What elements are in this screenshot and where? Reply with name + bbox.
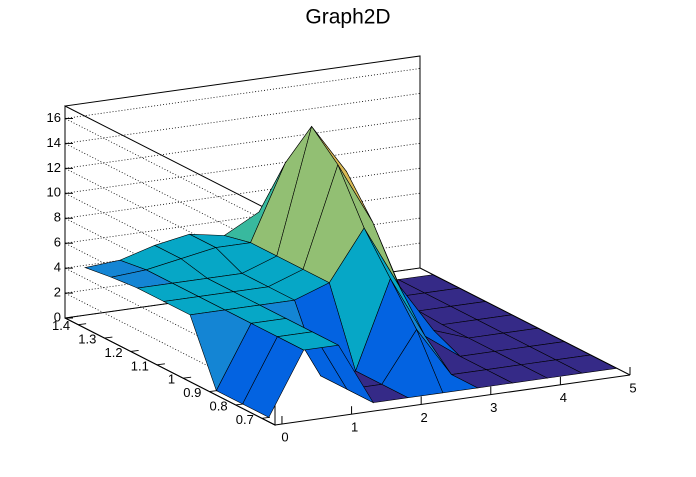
y-tick [78,323,87,326]
y-tick-label: 1.4 [52,318,70,333]
y-tick [209,390,218,393]
y-tick-label: 0.8 [210,398,228,413]
y-tick [183,376,192,379]
y-tick-label: 0.7 [236,412,254,427]
x-axis [274,374,631,426]
y-tick-label: 1.2 [105,345,123,360]
grid-line [64,68,421,119]
y-tick [235,403,244,406]
x-tick-label: 2 [421,410,428,425]
y-tick-label: 1.3 [78,332,96,347]
chart-title: Graph2D [305,6,390,29]
z-tick-label: 4 [54,260,61,275]
y-tick-label: 0.9 [183,385,201,400]
z-tick-label: 10 [47,185,61,200]
y-tick [130,349,139,352]
z-tick-label: 0 [54,309,61,324]
y-tick [156,363,165,366]
x-tick-label: 3 [490,400,497,415]
grid-line [64,117,421,169]
y-axis [64,317,276,426]
y-tick [261,416,270,419]
grid-line [64,118,276,226]
z-tick-label: 8 [54,210,61,225]
z-tick-label: 16 [47,110,61,125]
x-tick-label: 0 [281,429,288,444]
x-tick-label: 5 [629,380,636,395]
z-tick-label: 12 [47,160,61,175]
y-tick [104,336,113,339]
surface-cell [242,336,305,418]
floor-edge [419,267,631,376]
x-tick-label: 1 [351,420,358,435]
z-tick-label: 14 [47,135,61,150]
y-tick-label: 1.1 [131,358,149,373]
z-tick-label: 2 [54,284,61,299]
x-tick-label: 4 [560,390,567,405]
y-tick-label: 1 [168,372,175,387]
grid-line [64,93,421,144]
z-tick-label: 6 [54,235,61,250]
grid-line [64,142,421,194]
